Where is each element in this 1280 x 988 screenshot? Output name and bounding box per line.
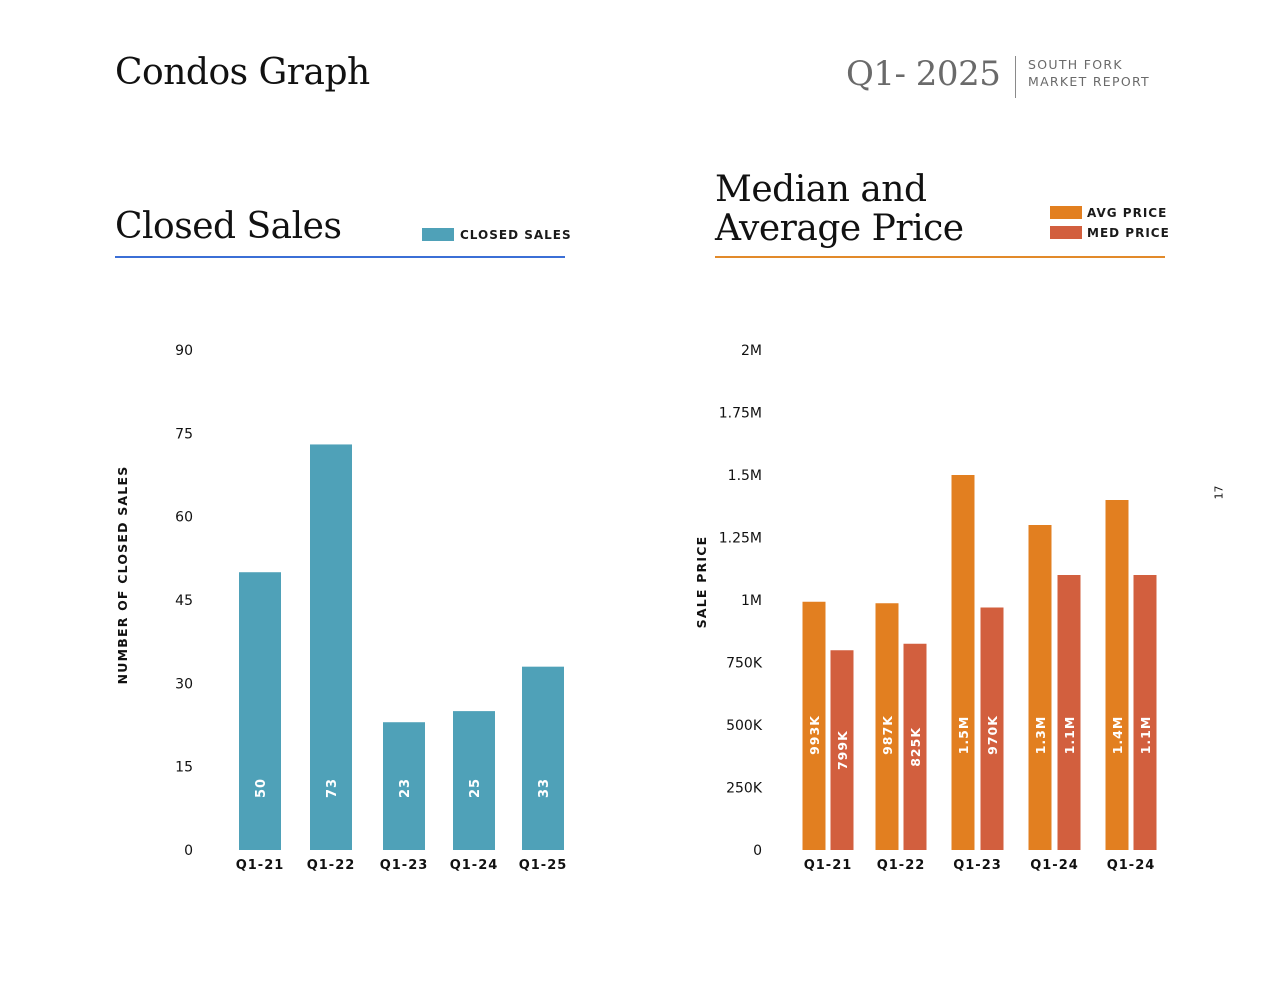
closed-sales-y-tick-label: 30 <box>175 676 193 692</box>
avg-price-data-label: 993K <box>807 715 822 755</box>
price-y-tick-label: 1.5M <box>728 468 762 484</box>
price-y-tick-label: 750K <box>726 656 763 672</box>
price-x-tick-label: Q1-21 <box>804 858 853 873</box>
med-price-data-label: 1.1M <box>1138 716 1153 755</box>
price-x-tick-label: Q1-24 <box>1030 858 1079 873</box>
closed-sales-data-label: 33 <box>537 778 552 798</box>
closed-sales-y-tick-label: 75 <box>175 426 193 442</box>
page-title: Condos Graph <box>115 52 370 93</box>
avg-price-data-label: 987K <box>880 715 895 755</box>
med-price-data-label: 825K <box>908 727 923 767</box>
report-name-line2: MARKET REPORT <box>1028 74 1150 89</box>
header-divider <box>1015 56 1016 98</box>
closed-sales-x-tick-label: Q1-21 <box>236 858 285 873</box>
price-y-tick-label: 1M <box>741 593 762 609</box>
price-y-tick-label: 2M <box>741 343 762 359</box>
price-y-tick-label: 250K <box>726 781 763 797</box>
med-price-data-label: 970K <box>985 715 1000 755</box>
closed-sales-x-tick-label: Q1-23 <box>380 858 429 873</box>
closed-sales-y-tick-label: 45 <box>175 593 193 609</box>
closed-sales-title: Closed Sales <box>115 206 342 247</box>
avg-price-bar <box>1028 525 1052 850</box>
price-y-axis-label: SALE PRICE <box>694 536 709 629</box>
closed-sales-bar <box>453 711 495 850</box>
closed-sales-data-label: 73 <box>325 778 340 798</box>
avg-price-legend-swatch <box>1050 206 1082 219</box>
price-y-tick-label: 500K <box>726 718 763 734</box>
closed-sales-bar <box>239 572 281 850</box>
med-price-legend-label: MED PRICE <box>1087 226 1170 240</box>
closed-sales-title-rule <box>115 256 565 258</box>
closed-sales-y-tick-label: 60 <box>175 510 193 526</box>
med-price-bar <box>1133 575 1157 850</box>
price-x-tick-label: Q1-24 <box>1107 858 1156 873</box>
closed-sales-y-axis-label: NUMBER OF CLOSED SALES <box>115 466 130 685</box>
closed-sales-data-label: 25 <box>468 778 483 798</box>
closed-sales-chart: NUMBER OF CLOSED SALES 0 15 30 45 60 75 90 50 Q1-… <box>115 343 568 873</box>
price-y-tick-label: 1.75M <box>719 406 762 422</box>
closed-sales-data-label: 23 <box>398 778 413 798</box>
avg-price-bar <box>802 601 826 850</box>
closed-sales-legend-label: CLOSED SALES <box>460 228 572 242</box>
avg-price-data-label: 1.3M <box>1033 716 1048 755</box>
price-x-tick-label: Q1-22 <box>877 858 926 873</box>
med-price-data-label: 799K <box>835 730 850 770</box>
closed-sales-y-tick-label: 90 <box>175 343 193 359</box>
closed-sales-bar <box>310 444 352 850</box>
closed-sales-data-label: 50 <box>254 778 269 798</box>
closed-sales-bar <box>383 722 425 850</box>
price-y-tick-label: 1.25M <box>719 531 762 547</box>
closed-sales-x-tick-label: Q1-25 <box>519 858 568 873</box>
quarter-label: Q1- 2025 <box>846 54 1001 94</box>
med-price-bar <box>903 643 927 850</box>
med-price-bar <box>830 650 854 850</box>
price-title-line1: Median and <box>715 169 927 210</box>
closed-sales-x-tick-label: Q1-22 <box>307 858 356 873</box>
avg-price-data-label: 1.5M <box>956 716 971 755</box>
price-title-line2: Average Price <box>715 208 964 249</box>
price-x-tick-label: Q1-23 <box>953 858 1002 873</box>
price-y-tick-label: 0 <box>753 843 762 859</box>
avg-price-bar <box>1105 500 1129 850</box>
closed-sales-legend-swatch <box>422 228 454 241</box>
med-price-bar <box>1057 575 1081 850</box>
price-chart: SALE PRICE 0 250K 500K 750K 1M 1.25M 1.5M 1.75M 2… <box>694 343 1157 873</box>
closed-sales-bar <box>522 666 564 850</box>
closed-sales-y-tick-label: 0 <box>184 843 193 859</box>
avg-price-data-label: 1.4M <box>1110 716 1125 755</box>
price-title-rule <box>715 256 1165 258</box>
avg-price-bar <box>875 603 899 850</box>
closed-sales-y-tick-label: 15 <box>175 760 193 776</box>
report-name-line1: SOUTH FORK <box>1028 57 1123 72</box>
closed-sales-x-tick-label: Q1-24 <box>450 858 499 873</box>
med-price-data-label: 1.1M <box>1062 716 1077 755</box>
med-price-legend-swatch <box>1050 226 1082 239</box>
med-price-bar <box>980 607 1004 850</box>
avg-price-bar <box>951 475 975 850</box>
avg-price-legend-label: AVG PRICE <box>1087 206 1168 220</box>
